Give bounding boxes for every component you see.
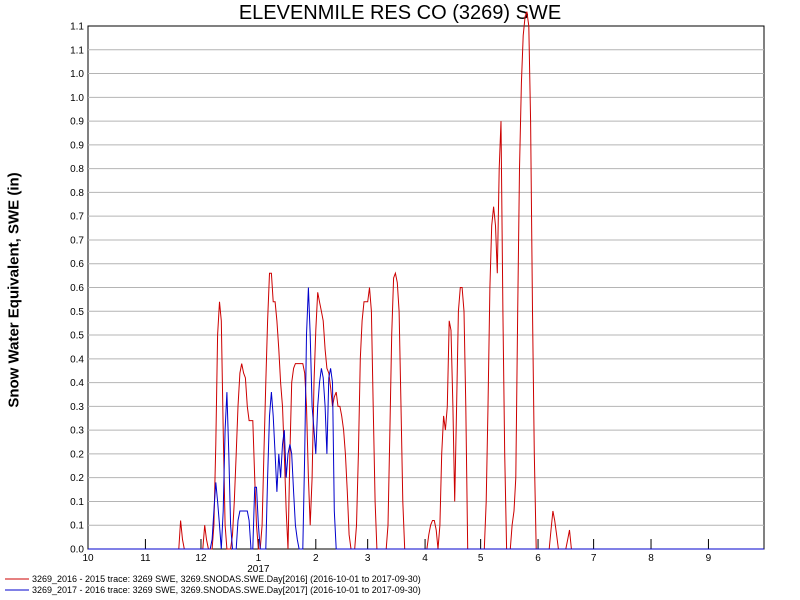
x-tick-label: 10 xyxy=(82,553,94,564)
y-tick-label: 0.8 xyxy=(70,188,84,199)
y-tick-label: 0.2 xyxy=(70,449,84,460)
y-tick-label: 1.1 xyxy=(70,22,84,33)
y-tick-label: 1.1 xyxy=(70,45,84,56)
x-tick-label: 8 xyxy=(648,553,654,564)
legend-entry-1: 3269_2016 - 2015 trace: 3269 SWE, 3269.S… xyxy=(32,574,421,584)
x-tick-label: 2 xyxy=(313,553,319,564)
y-tick-label: 1.0 xyxy=(70,93,84,104)
x-tick-label: 5 xyxy=(478,553,484,564)
y-tick-label: 0.7 xyxy=(70,212,84,223)
x-tick-label: 4 xyxy=(422,553,428,564)
x-tick-label: 7 xyxy=(591,553,597,564)
x-tick-label: 1 xyxy=(256,553,262,564)
x-tick-label: 11 xyxy=(140,553,151,564)
grid-lines xyxy=(88,49,764,526)
x-tick-label: 9 xyxy=(706,553,712,564)
x-tick-label: 6 xyxy=(535,553,541,564)
y-tick-label: 0.3 xyxy=(70,426,84,437)
y-tick-label: 0.3 xyxy=(70,402,84,413)
y-tick-label: 0.4 xyxy=(70,354,84,365)
chart-title: ELEVENMILE RES CO (3269) SWE xyxy=(238,2,562,24)
y-tick-label: 1.0 xyxy=(70,69,84,80)
y-tick-label: 0.2 xyxy=(70,473,84,484)
y-tick-label: 0.9 xyxy=(70,117,84,128)
y-tick-label: 0.5 xyxy=(70,331,84,342)
series-line-2 xyxy=(88,287,764,550)
x-year-label: 2017 xyxy=(247,564,270,575)
y-tick-label: 0.1 xyxy=(70,497,84,508)
y-tick-label: 0.6 xyxy=(70,283,84,294)
y-tick-label: 0.0 xyxy=(70,545,84,556)
legend: 3269_2016 - 2015 trace: 3269 SWE, 3269.S… xyxy=(5,574,421,595)
y-tick-label: 0.9 xyxy=(70,140,84,151)
y-tick-label: 0.8 xyxy=(70,164,84,175)
x-tick-label: 12 xyxy=(195,553,207,564)
series-lines xyxy=(88,11,764,550)
series-line-1 xyxy=(88,11,764,550)
y-tick-label: 0.4 xyxy=(70,378,84,389)
y-tick-label: 0.5 xyxy=(70,307,84,318)
legend-entry-2: 3269_2017 - 2016 trace: 3269 SWE, 3269.S… xyxy=(32,585,421,595)
y-tick-label: 0.6 xyxy=(70,259,84,270)
y-tick-label: 0.7 xyxy=(70,235,84,246)
y-tick-label: 0.1 xyxy=(70,521,84,532)
x-tick-label: 3 xyxy=(365,553,371,564)
y-tick-labels: 0.0 0.1 0.1 0.2 0.2 0.3 0.3 0.4 0.4 0.5 0.5 0.6 0.6 0… xyxy=(70,22,84,556)
